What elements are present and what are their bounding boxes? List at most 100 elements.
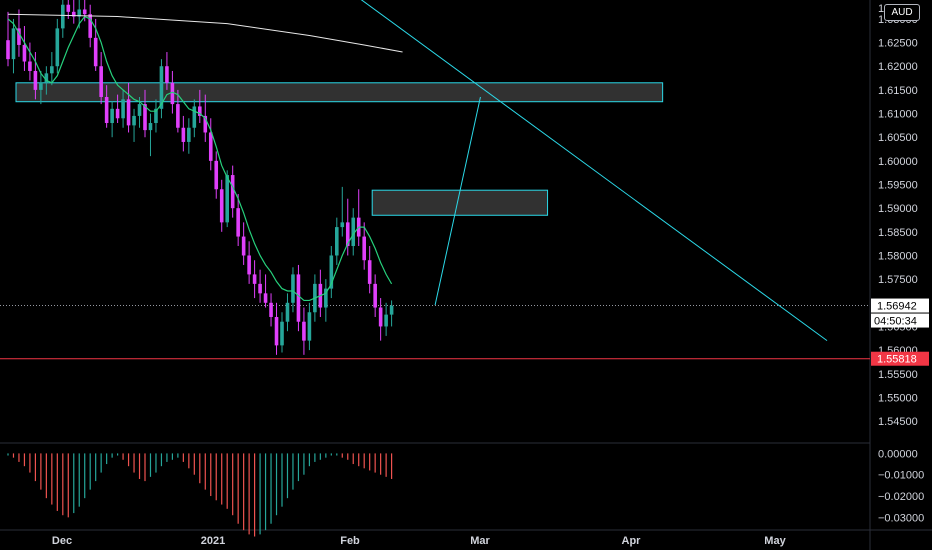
- candle-body-29: [165, 66, 169, 83]
- candle-body-44: [247, 255, 251, 275]
- time-label-apr: Apr: [622, 535, 642, 547]
- candle-body-55: [307, 312, 312, 341]
- candle-body-33: [187, 127, 191, 142]
- candle-body-18: [104, 96, 109, 124]
- time-label-mar: Mar: [470, 535, 490, 547]
- moving-averages: [7, 13, 403, 302]
- candle-body-36: [203, 115, 208, 133]
- candle-body-0: [6, 40, 10, 60]
- last-price-value: 1.56942: [877, 301, 917, 313]
- candle-body-34: [192, 106, 197, 128]
- price-tick-16: 1.55000: [878, 392, 918, 404]
- slow-ma-line: [7, 13, 403, 53]
- candle-body-52: [291, 274, 295, 303]
- time-label-may: May: [764, 535, 786, 547]
- candle-body-12: [71, 11, 76, 17]
- candle-body-66: [367, 260, 372, 284]
- candlestick-series: [6, 0, 394, 355]
- candle-body-59: [329, 255, 334, 289]
- candle-body-70: [389, 305, 394, 315]
- osc-tick-0: 0.00000: [878, 448, 918, 460]
- candle-body-5: [33, 70, 38, 90]
- price-tick-2: 1.62000: [878, 61, 918, 73]
- candle-body-50: [280, 321, 284, 346]
- price-tick-top: 1.: [878, 3, 887, 15]
- price-tick-7: 1.59500: [878, 180, 918, 192]
- candle-body-15: [88, 14, 92, 38]
- candle-body-9: [55, 28, 60, 67]
- candle-body-32: [181, 127, 186, 142]
- price-tick-5: 1.60500: [878, 132, 918, 144]
- price-tick-8: 1.59000: [878, 203, 918, 215]
- trend-line: [360, 0, 828, 342]
- candle-body-63: [351, 217, 356, 247]
- fast-ma-line: [7, 15, 393, 302]
- axes: 1.630001.625001.620001.615001.610001.605…: [52, 3, 924, 547]
- price-tick-10: 1.58000: [878, 250, 918, 262]
- candle-body-30: [170, 82, 175, 105]
- candle-body-27: [154, 108, 158, 124]
- candle-body-20: [115, 108, 120, 119]
- zone-rect-1: [15, 82, 664, 103]
- candle-body-11: [66, 4, 71, 12]
- candle-body-51: [285, 302, 290, 322]
- last-price-badge: [871, 298, 929, 313]
- candle-body-69: [384, 314, 388, 327]
- candle-body-40: [225, 175, 229, 223]
- candle-body-17: [99, 66, 103, 97]
- candle-body-38: [214, 160, 219, 190]
- osc-tick-2: −0.02000: [878, 491, 924, 503]
- candle-body-67: [373, 283, 377, 308]
- candle-body-28: [159, 66, 164, 109]
- candle-body-54: [302, 321, 306, 341]
- candle-body-60: [335, 227, 339, 256]
- candle-body-16: [93, 37, 98, 67]
- currency-label[interactable]: AUD: [884, 4, 920, 21]
- candle-body-22: [126, 99, 131, 126]
- drawn-lines[interactable]: [0, 0, 870, 360]
- candle-body-62: [345, 222, 350, 247]
- price-tick-9: 1.58500: [878, 227, 918, 239]
- price-tick-15: 1.55500: [878, 369, 918, 381]
- osc-tick-1: −0.01000: [878, 470, 924, 482]
- zone-rect-2: [371, 189, 549, 216]
- candle-body-6: [39, 82, 43, 90]
- candle-body-45: [252, 274, 257, 284]
- candle-body-43: [241, 236, 246, 256]
- marked-price-badge: [871, 351, 929, 366]
- countdown-badge: [871, 313, 929, 328]
- candle-body-23: [132, 115, 136, 126]
- candle-body-1: [11, 28, 16, 60]
- candle-body-39: [219, 189, 224, 223]
- candle-body-13: [77, 9, 82, 17]
- time-label-feb: Feb: [340, 535, 360, 547]
- time-label-2021: 2021: [201, 535, 225, 547]
- candle-body-37: [208, 132, 213, 161]
- candle-body-47: [263, 293, 268, 303]
- candle-body-14: [82, 9, 87, 15]
- candle-body-19: [110, 108, 114, 124]
- candle-body-8: [50, 66, 54, 74]
- candle-body-31: [176, 104, 180, 128]
- price-tick-17: 1.54500: [878, 416, 918, 428]
- price-tick-11: 1.57500: [878, 274, 918, 286]
- candle-body-2: [17, 28, 21, 45]
- candle-body-41: [230, 175, 235, 209]
- price-tick-3: 1.61500: [878, 85, 918, 97]
- candle-body-25: [143, 104, 147, 131]
- candle-body-3: [22, 44, 27, 62]
- projection-line: [434, 96, 481, 306]
- candle-body-35: [198, 106, 202, 116]
- candle-body-42: [236, 208, 240, 237]
- time-label-dec: Dec: [52, 535, 72, 547]
- candle-body-49: [274, 316, 279, 346]
- candle-body-46: [258, 283, 262, 294]
- price-tick-4: 1.61000: [878, 109, 918, 121]
- oscillator-histogram: [7, 453, 393, 537]
- price-badges: 1.56942 04:50:34 1.55818: [871, 298, 929, 366]
- candle-body-24: [137, 104, 142, 116]
- marked-price-value: 1.55818: [877, 354, 917, 366]
- countdown-value: 04:50:34: [874, 316, 917, 328]
